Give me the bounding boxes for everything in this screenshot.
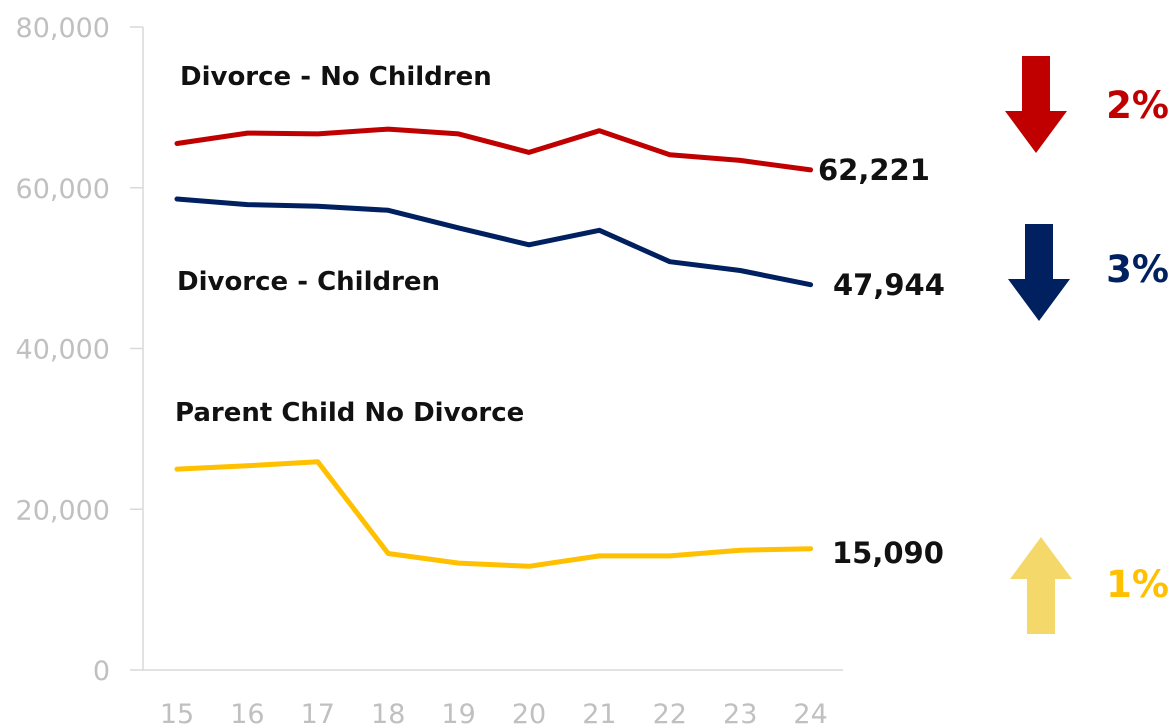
x-tick-label: 22 <box>653 699 687 728</box>
x-tick-label: 18 <box>371 699 405 728</box>
end-value-label: 47,944 <box>833 268 945 302</box>
x-tick-label: 23 <box>723 699 757 728</box>
y-tick-label: 20,000 <box>16 495 110 526</box>
tick-labels: 0 20,000 40,000 60,000 80,000 15 16 17 18 19 20 21 2… <box>16 13 828 728</box>
x-tick-label: 21 <box>582 699 616 728</box>
series-line <box>174 196 814 288</box>
series-line <box>174 459 814 569</box>
arrow-down-icon <box>1005 56 1067 153</box>
series-name-label: Parent Child No Divorce <box>175 398 524 428</box>
arrow-down-icon <box>1008 224 1070 321</box>
x-tick-label: 15 <box>160 699 194 728</box>
series-name-label: Divorce - No Children <box>180 62 492 92</box>
x-tick-label: 20 <box>512 699 546 728</box>
x-tick-label: 16 <box>230 699 264 728</box>
x-tick-label: 19 <box>441 699 475 728</box>
change-indicators: 2% 3% 1% <box>1005 56 1169 634</box>
change-percent-label: 1% <box>1106 563 1169 606</box>
series-name-label: Divorce - Children <box>177 267 440 297</box>
arrow-up-icon <box>1010 537 1072 634</box>
y-tick-label: 0 <box>93 656 110 687</box>
end-value-label: 15,090 <box>832 536 944 570</box>
axes <box>130 26 843 671</box>
change-percent-label: 3% <box>1106 248 1169 291</box>
series-lines <box>174 126 814 569</box>
change-percent-label: 2% <box>1106 84 1169 127</box>
series-line <box>174 126 814 173</box>
y-tick-label: 80,000 <box>16 13 110 44</box>
y-tick-label: 40,000 <box>16 335 110 366</box>
y-tick-label: 60,000 <box>16 174 110 205</box>
x-tick-label: 24 <box>793 699 827 728</box>
end-value-label: 62,221 <box>818 153 930 187</box>
series-labels: Divorce - No Children 62,221 Divorce - Chi… <box>175 62 945 570</box>
x-tick-label: 17 <box>301 699 335 728</box>
